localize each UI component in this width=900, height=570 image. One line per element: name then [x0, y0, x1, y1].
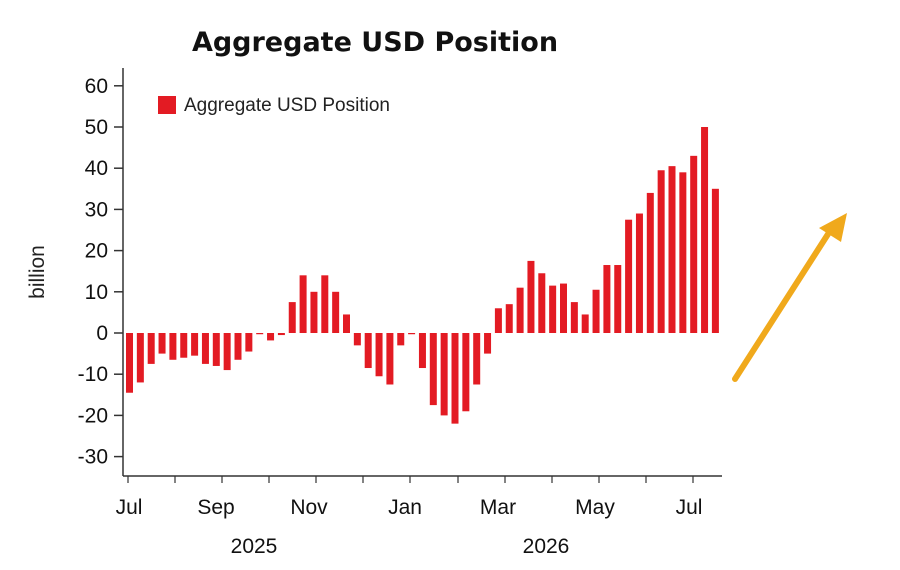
bar [592, 289, 600, 333]
bar [701, 127, 709, 333]
bar [234, 333, 242, 360]
bar [299, 275, 307, 333]
arrow-shaft [732, 228, 833, 382]
y-tick-label: -30 [78, 446, 108, 469]
bar [527, 260, 535, 333]
bar [429, 333, 437, 406]
x-year-label: 2026 [523, 535, 570, 558]
bar [560, 283, 567, 333]
x-tick-label: Nov [290, 496, 328, 519]
bar [353, 333, 361, 346]
bar [169, 333, 177, 360]
x-axis: Jul Sep Nov Jan Mar May Jul 2025 2026 [116, 475, 722, 558]
bar [201, 333, 209, 364]
bar [462, 333, 470, 412]
bar [245, 333, 253, 352]
bar [516, 287, 524, 333]
x-tick-label: Sep [197, 496, 234, 519]
y-axis-label: billion [26, 245, 49, 299]
y-tick-label: 30 [85, 198, 108, 221]
bar [494, 308, 502, 333]
y-tick-label: 10 [85, 281, 108, 304]
bar [397, 333, 405, 346]
bar [321, 275, 329, 333]
bar [418, 333, 426, 369]
bar [581, 314, 589, 333]
x-tick-label: Jul [676, 496, 703, 519]
bar [180, 333, 188, 358]
bar [212, 333, 220, 366]
bar [657, 170, 665, 333]
y-axis: 60 50 40 30 20 10 0 -10 -20 -30 [78, 68, 124, 476]
x-tick-label: Mar [480, 496, 516, 519]
x-year-label: 2025 [231, 535, 278, 558]
bar [538, 273, 546, 333]
bar [679, 172, 687, 333]
bar [386, 333, 394, 385]
x-tick-label: Jan [388, 496, 422, 519]
arrow-head [819, 213, 847, 242]
bar [375, 333, 383, 377]
bar [277, 333, 285, 336]
bar [256, 333, 264, 335]
bar [332, 291, 340, 333]
x-tick-label: Jul [116, 496, 143, 519]
bar [570, 302, 578, 333]
y-tick-label: 60 [85, 75, 108, 98]
bar [267, 333, 275, 341]
bar [505, 304, 513, 333]
bars [126, 127, 719, 424]
bar [288, 302, 296, 333]
legend: Aggregate USD Position [158, 95, 390, 116]
bar [408, 333, 416, 335]
bar [549, 285, 557, 333]
bar [223, 333, 231, 371]
y-tick-label: -20 [78, 404, 108, 427]
x-tick-label: May [575, 496, 615, 519]
bar [191, 333, 199, 356]
bar [473, 333, 481, 385]
bar [646, 192, 654, 333]
bar [440, 333, 448, 416]
bar [147, 333, 155, 364]
bar [711, 188, 719, 333]
bar [343, 314, 350, 333]
y-tick-label: 0 [96, 322, 108, 345]
bar [635, 213, 643, 333]
y-tick-label: 20 [85, 240, 108, 263]
bar [364, 333, 372, 369]
bar [614, 265, 622, 333]
bar [310, 291, 318, 333]
bar [451, 333, 459, 424]
bar [625, 219, 633, 333]
bar [136, 333, 144, 383]
up-arrow-icon [732, 213, 847, 382]
y-tick-label: -10 [78, 363, 108, 386]
bar [484, 333, 492, 354]
bar [690, 155, 698, 333]
legend-swatch [158, 96, 176, 114]
bar [126, 333, 133, 393]
bar [603, 265, 611, 333]
chart-title: Aggregate USD Position [192, 27, 558, 58]
legend-label: Aggregate USD Position [184, 95, 390, 116]
y-tick-label: 40 [85, 157, 108, 180]
y-tick-label: 50 [85, 116, 108, 139]
bar [668, 166, 676, 333]
bar [158, 333, 166, 354]
